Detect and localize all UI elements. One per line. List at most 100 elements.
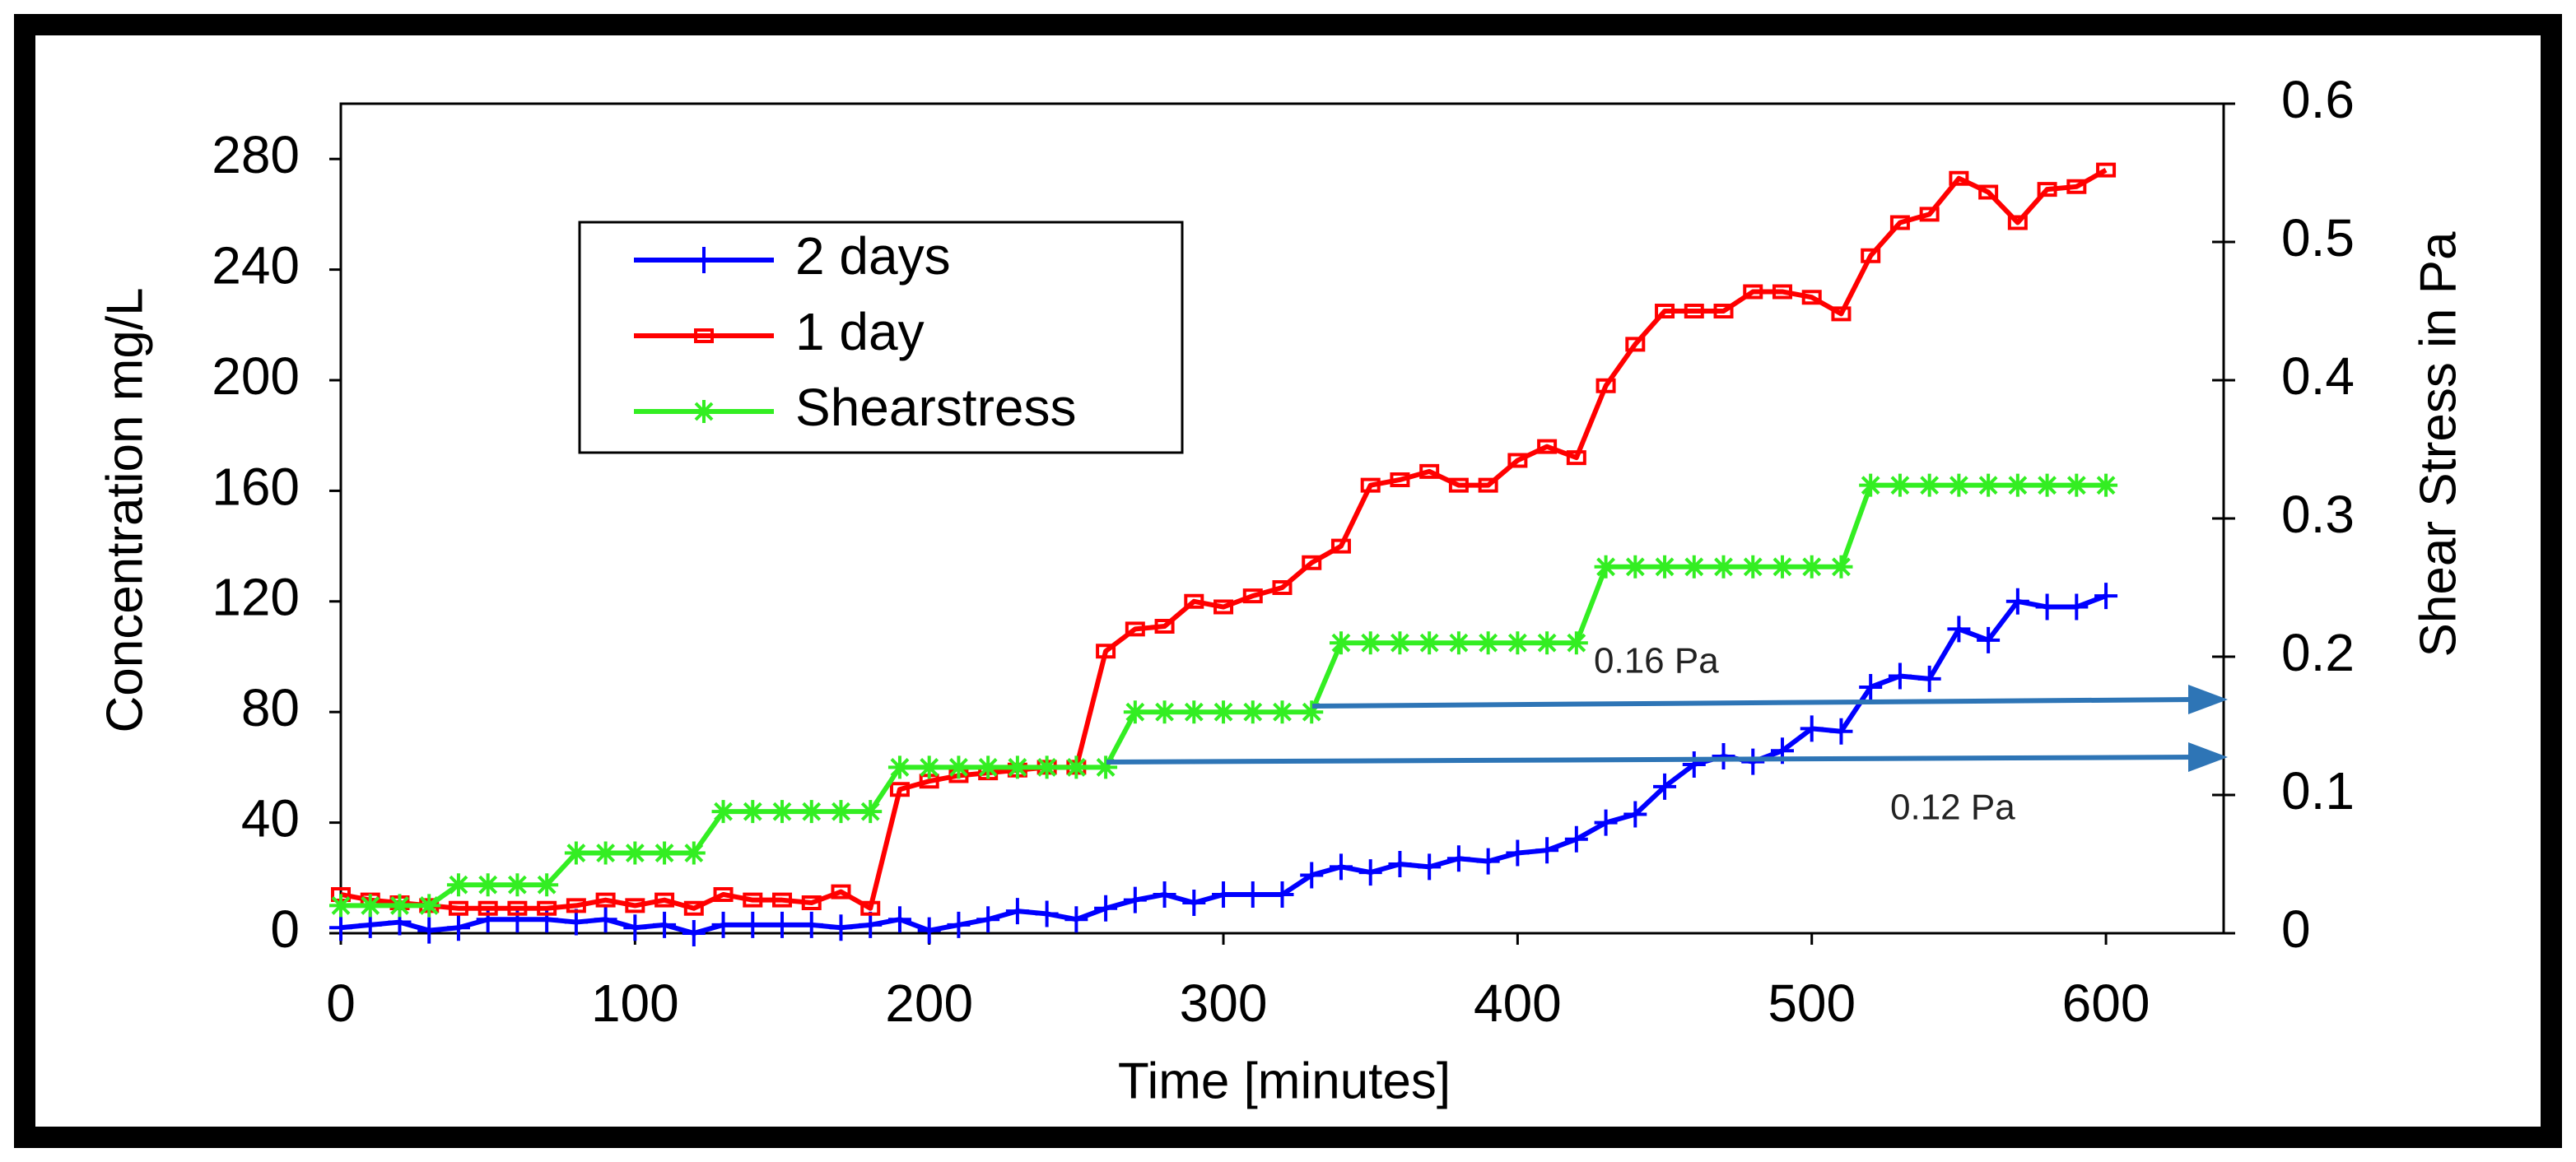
marker bbox=[1741, 748, 1765, 775]
arrow-head bbox=[2188, 685, 2228, 714]
marker bbox=[683, 900, 704, 916]
marker bbox=[1358, 631, 1382, 655]
legend-entry: 2 days bbox=[634, 226, 951, 286]
marker bbox=[1564, 825, 1588, 853]
marker bbox=[1005, 755, 1029, 779]
marker bbox=[1005, 898, 1029, 925]
marker bbox=[594, 906, 617, 933]
marker bbox=[860, 900, 881, 916]
legend-label: 1 day bbox=[795, 302, 925, 361]
marker bbox=[446, 873, 470, 897]
marker bbox=[2035, 593, 2059, 621]
marker bbox=[1655, 304, 1675, 318]
marker bbox=[329, 914, 352, 941]
marker bbox=[1360, 477, 1381, 493]
x-tick-label: 400 bbox=[1474, 974, 1562, 1033]
marker bbox=[1418, 853, 1442, 881]
marker bbox=[1390, 472, 1410, 487]
marker bbox=[1623, 801, 1647, 828]
marker bbox=[1831, 306, 1852, 322]
marker bbox=[917, 755, 941, 779]
marker bbox=[537, 900, 557, 916]
marker bbox=[1800, 715, 1824, 742]
marker bbox=[1829, 718, 1853, 745]
marker bbox=[771, 911, 794, 938]
marker bbox=[1096, 644, 1116, 659]
legend-marker bbox=[692, 400, 715, 423]
marker bbox=[1712, 555, 1735, 579]
marker bbox=[417, 894, 441, 918]
marker bbox=[947, 755, 971, 779]
series-line bbox=[340, 168, 2108, 911]
marker bbox=[1064, 755, 1088, 779]
marker bbox=[1064, 906, 1088, 933]
marker bbox=[1682, 555, 1706, 579]
legend-marker bbox=[692, 247, 715, 273]
marker bbox=[564, 909, 588, 936]
legend-marker bbox=[694, 328, 714, 343]
marker bbox=[1977, 626, 2001, 653]
y-tick-label: 40 bbox=[241, 789, 300, 848]
marker bbox=[1684, 304, 1704, 318]
marker bbox=[564, 841, 588, 865]
marker bbox=[1446, 631, 1470, 655]
y2-tick-label: 0.3 bbox=[2281, 485, 2355, 544]
marker bbox=[2065, 473, 2089, 497]
marker bbox=[976, 906, 1000, 933]
annotation: 0.16 Pa bbox=[1594, 641, 1719, 681]
marker bbox=[1154, 619, 1175, 634]
y2-tick-label: 0 bbox=[2281, 899, 2311, 959]
marker bbox=[1506, 631, 1530, 655]
marker bbox=[1653, 555, 1677, 579]
marker bbox=[535, 873, 559, 897]
marker bbox=[1213, 599, 1234, 615]
marker bbox=[1182, 700, 1206, 724]
marker bbox=[799, 800, 823, 824]
marker bbox=[1272, 580, 1293, 595]
marker bbox=[2094, 473, 2118, 497]
marker bbox=[2066, 179, 2087, 194]
marker bbox=[829, 800, 853, 824]
marker bbox=[1859, 673, 1883, 700]
marker bbox=[859, 800, 883, 824]
marker bbox=[917, 917, 941, 944]
marker bbox=[1653, 773, 1677, 800]
x-tick-label: 100 bbox=[591, 974, 679, 1033]
marker bbox=[329, 894, 352, 918]
marker bbox=[1535, 837, 1559, 864]
marker bbox=[1329, 631, 1353, 655]
marker bbox=[1125, 621, 1145, 637]
marker bbox=[741, 800, 765, 824]
marker bbox=[772, 892, 793, 908]
x-tick-label: 600 bbox=[2062, 974, 2150, 1033]
marker bbox=[889, 782, 910, 797]
marker bbox=[831, 884, 851, 899]
marker bbox=[507, 900, 528, 916]
marker bbox=[1270, 881, 1294, 908]
marker bbox=[2096, 162, 2117, 178]
marker bbox=[2037, 182, 2057, 198]
marker bbox=[713, 886, 734, 902]
marker bbox=[682, 841, 706, 865]
marker bbox=[1182, 890, 1206, 917]
marker bbox=[1917, 473, 1941, 497]
marker bbox=[1537, 439, 1558, 454]
marker bbox=[1506, 839, 1530, 867]
marker bbox=[1241, 881, 1265, 908]
marker bbox=[1302, 555, 1322, 570]
marker bbox=[1919, 207, 1940, 222]
marker bbox=[1889, 215, 1910, 230]
marker bbox=[1241, 700, 1265, 724]
marker bbox=[2005, 473, 2029, 497]
marker bbox=[2005, 588, 2029, 615]
marker bbox=[477, 900, 498, 916]
y-tick-label: 200 bbox=[212, 346, 300, 406]
y2-tick-label: 0.5 bbox=[2281, 208, 2355, 267]
y-tick-label: 0 bbox=[270, 899, 300, 959]
y-tick-label: 120 bbox=[212, 568, 300, 627]
marker bbox=[682, 920, 706, 946]
marker bbox=[1625, 337, 1646, 352]
marker bbox=[1153, 700, 1176, 724]
marker bbox=[505, 873, 529, 897]
